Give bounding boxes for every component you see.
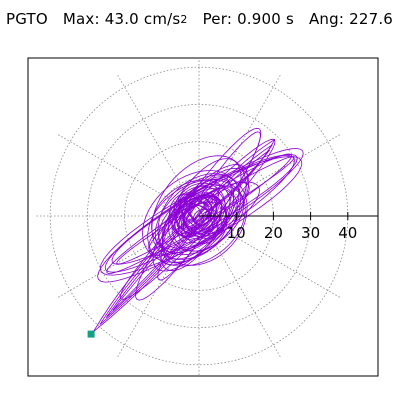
grid-ring xyxy=(161,178,237,254)
orbit-loop xyxy=(186,195,212,222)
orbit-loop xyxy=(106,153,292,274)
orbit-loop xyxy=(151,155,247,260)
station-code: PGTO xyxy=(6,10,48,28)
radial-tick-label: 30 xyxy=(301,224,320,242)
orbit-loop xyxy=(188,200,223,233)
max-unit: cm/s xyxy=(143,10,181,28)
angle-label: Ang: xyxy=(308,10,345,28)
orbit-loop xyxy=(151,179,231,251)
orbit-loop xyxy=(99,156,303,276)
grid-spoke xyxy=(198,215,341,299)
peak-marker xyxy=(87,330,95,338)
orbit-loop xyxy=(175,186,227,237)
angle-value: 227.6 xyxy=(349,10,394,28)
period-unit: s xyxy=(285,10,294,28)
period-label: Per: xyxy=(202,10,233,28)
max-label: Max: xyxy=(62,10,100,28)
plot-frame xyxy=(27,57,379,377)
grid-spoke xyxy=(116,74,200,217)
radial-tick-label: 10 xyxy=(227,224,246,242)
orbit-excursion xyxy=(190,138,276,225)
orbit-loop xyxy=(157,131,261,281)
header: PGTO Max: 43.0 cm/s2 Per: 0.900 s Ang: 2… xyxy=(6,10,393,34)
grid-spoke xyxy=(57,133,200,217)
orbit-excursion xyxy=(99,213,207,326)
grid-spoke xyxy=(57,215,200,299)
period-value: 0.900 xyxy=(237,10,282,28)
orbit-excursion xyxy=(194,149,271,221)
max-value: 43.0 xyxy=(104,10,139,28)
grid-spoke xyxy=(198,133,341,217)
orbit-loop xyxy=(160,176,232,272)
radial-axis: 10 20 30 40 xyxy=(199,212,378,242)
orbit-loop xyxy=(119,138,276,300)
grid-spoke xyxy=(198,215,282,358)
orbit-loop xyxy=(174,196,213,238)
radial-tick-label: 40 xyxy=(338,224,357,242)
orbit-excursion xyxy=(192,144,273,223)
orbit-loop xyxy=(97,154,295,283)
orbit-excursion xyxy=(112,214,203,311)
radial-tick-label: 20 xyxy=(264,224,283,242)
orbit-excursion xyxy=(105,214,205,318)
orbit-traces xyxy=(87,127,304,338)
max-unit-exponent: 2 xyxy=(180,13,188,26)
grid-spoke xyxy=(116,215,200,358)
